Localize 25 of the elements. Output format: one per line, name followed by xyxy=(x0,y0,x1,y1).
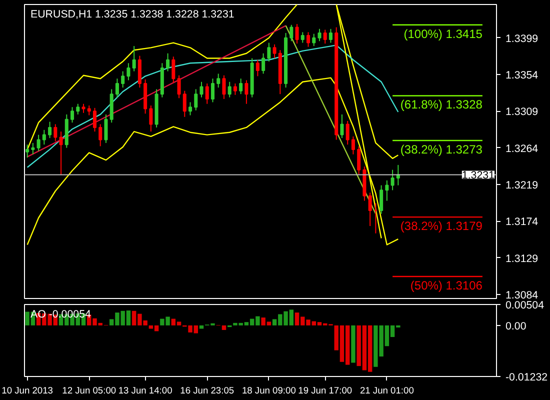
annotation: (50%) 1.3106 xyxy=(410,278,483,293)
y-tick-label: -0.01232 xyxy=(506,372,548,384)
ref-line-label: 1.3231 xyxy=(462,170,495,182)
x-tick-label: 21 Jun 01:00 xyxy=(360,386,414,396)
y-tick-label: 1.3129 xyxy=(506,252,538,265)
y-tick-label: 1.3354 xyxy=(506,70,538,82)
y-tick-label: 1.3174 xyxy=(506,216,538,228)
annotation: (61.8%) 1.3328 xyxy=(400,98,483,112)
x-tick-label: 19 Jun 17:00 xyxy=(298,386,352,396)
x-tick-label: 13 Jun 14:00 xyxy=(118,386,172,396)
annotation: (38.2%) 1.3179 xyxy=(400,219,483,234)
x-tick-label: 12 Jun 05:00 xyxy=(62,386,116,396)
y-tick-label: 0.00 xyxy=(506,320,526,332)
y-tick-label: 1.3264 xyxy=(506,142,538,155)
y-tick-label: 1.3399 xyxy=(506,32,538,45)
chart-title: EURUSD,H1 1.3235 1.3238 1.3228 1.3231 xyxy=(30,8,234,20)
y-tick-label: 1.3084 xyxy=(506,289,538,302)
y-tick-label: 1.3309 xyxy=(506,106,538,118)
annotation: (100%) 1.3415 xyxy=(404,26,483,41)
x-tick-label: 16 Jun 23:05 xyxy=(180,386,234,396)
y-tick-label: 0.00504 xyxy=(506,300,544,312)
annotation: (38.2%) 1.3273 xyxy=(400,142,483,157)
y-tick-label: 1.3219 xyxy=(506,179,538,192)
x-tick-label: 18 Jun 09:00 xyxy=(242,386,296,396)
x-tick-label: 10 Jun 2013 xyxy=(2,386,53,396)
